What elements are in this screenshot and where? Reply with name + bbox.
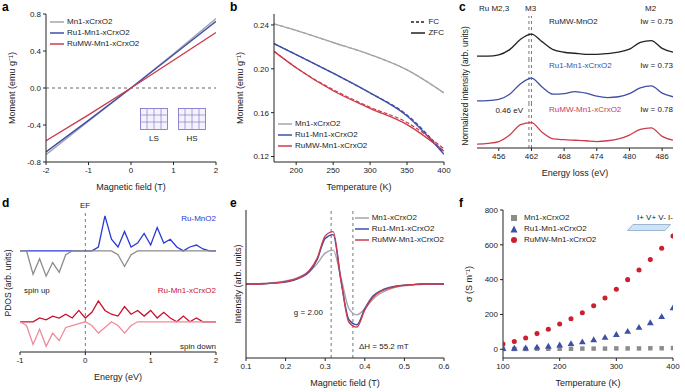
svg-text:486: 486 — [655, 152, 669, 161]
svg-text:0.20: 0.20 — [253, 65, 269, 74]
svg-text:200: 200 — [485, 310, 499, 319]
svg-text:0: 0 — [494, 345, 499, 354]
svg-text:Energy (eV): Energy (eV) — [94, 372, 142, 382]
html-text:M2: M2 — [645, 4, 657, 13]
svg-text:100: 100 — [496, 362, 510, 371]
html-text:RuMW-Mn1-xCrxO2: RuMW-Mn1-xCrxO2 — [67, 39, 140, 48]
html-text:LS: LS — [149, 134, 159, 143]
svg-text:300: 300 — [363, 166, 377, 175]
html-text:FC: FC — [428, 17, 440, 26]
svg-text:Moment (emu g⁻¹): Moment (emu g⁻¹) — [7, 52, 17, 124]
svg-text:300: 300 — [610, 362, 624, 371]
svg-text:0.8: 0.8 — [30, 10, 42, 19]
svg-text:200: 200 — [553, 362, 567, 371]
svg-text:Moment (emu g⁻¹): Moment (emu g⁻¹) — [235, 52, 245, 124]
html-text:M3: M3 — [525, 4, 537, 13]
html-text:b: b — [230, 0, 238, 14]
html-text:RuMW-MnO2: RuMW-MnO2 — [549, 17, 598, 26]
html-text:EF: EF — [80, 201, 91, 210]
html-text:Ru1-Mn1-xCrxO2: Ru1-Mn1-xCrxO2 — [67, 28, 130, 37]
svg-text:200: 200 — [289, 166, 303, 175]
svg-text:0.12: 0.12 — [253, 152, 269, 161]
html-text:d: d — [2, 196, 10, 210]
svg-text:0.4: 0.4 — [30, 47, 42, 56]
svg-text:-1: -1 — [85, 166, 93, 175]
svg-text:Magnetic field (T): Magnetic field (T) — [96, 182, 166, 192]
svg-text:Normalized intensity (arb. uni: Normalized intensity (arb. units) — [460, 26, 470, 146]
html-text:Ru-Mn1-xCrxO2: Ru-Mn1-xCrxO2 — [157, 286, 216, 295]
html-text:Iw = 0.75: Iw = 0.75 — [640, 17, 673, 26]
svg-text:-0.4: -0.4 — [27, 121, 41, 130]
svg-text:0.6: 0.6 — [438, 362, 450, 371]
svg-text:Energy loss (eV): Energy loss (eV) — [542, 168, 609, 178]
html-text:g = 2.00: g = 2.00 — [293, 308, 323, 317]
svg-text:600: 600 — [485, 241, 499, 250]
html-text:RuMW-Mn1-xCrxO2: RuMW-Mn1-xCrxO2 — [371, 235, 444, 244]
svg-text:PDOS (arb. units): PDOS (arb. units) — [3, 249, 13, 316]
svg-text:Intensity (arb. units): Intensity (arb. units) — [233, 244, 243, 323]
svg-text:-1: -1 — [16, 356, 24, 365]
html-text:HS: HS — [186, 134, 198, 143]
html-text:I+ V+ V- I-: I+ V+ V- I- — [637, 213, 673, 222]
html-text:RuMW-Mn1-xCrxO2: RuMW-Mn1-xCrxO2 — [295, 141, 368, 150]
svg-text:σ (S m⁻¹): σ (S m⁻¹) — [464, 266, 474, 302]
svg-text:2: 2 — [214, 166, 219, 175]
svg-text:-2: -2 — [42, 166, 50, 175]
svg-text:0.16: 0.16 — [253, 109, 269, 118]
html-text:RuMW-Mn1-xCrxO2: RuMW-Mn1-xCrxO2 — [549, 105, 622, 114]
svg-text:250: 250 — [326, 166, 340, 175]
svg-text:0.24: 0.24 — [253, 21, 269, 30]
svg-text:1: 1 — [171, 166, 176, 175]
svg-text:350: 350 — [400, 166, 414, 175]
svg-text:0.4: 0.4 — [359, 362, 371, 371]
svg-text:2: 2 — [214, 356, 219, 365]
svg-text:-0.8: -0.8 — [27, 158, 41, 167]
svg-text:Temperature (K): Temperature (K) — [555, 378, 620, 388]
svg-text:468: 468 — [557, 152, 571, 161]
html-text:Ru-MnO2: Ru-MnO2 — [181, 214, 216, 223]
svg-text:462: 462 — [525, 152, 539, 161]
html-text:spin up: spin up — [24, 286, 50, 295]
svg-text:Magnetic field (T): Magnetic field (T) — [310, 378, 380, 388]
svg-text:1: 1 — [148, 356, 153, 365]
html-text:Iw = 0.78: Iw = 0.78 — [640, 105, 673, 114]
html-text:0.46 eV: 0.46 eV — [495, 106, 523, 115]
svg-text:Temperature (K): Temperature (K) — [326, 182, 391, 192]
html-text:f: f — [459, 196, 463, 210]
svg-text:0.5: 0.5 — [399, 362, 411, 371]
html-text:ΔH = 55.2 mT: ΔH = 55.2 mT — [359, 342, 409, 351]
html-text:Mn1-xCrxO2: Mn1-xCrxO2 — [371, 213, 417, 222]
svg-text:0.0: 0.0 — [30, 84, 42, 93]
html-text:e: e — [230, 196, 237, 210]
svg-text:400: 400 — [485, 275, 499, 284]
html-text:Mn1-xCrxO2: Mn1-xCrxO2 — [524, 213, 570, 222]
html-text:Ru1-Mn1-xCrxO2: Ru1-Mn1-xCrxO2 — [371, 224, 435, 233]
svg-text:480: 480 — [623, 152, 637, 161]
html-text:Ru M2,3: Ru M2,3 — [479, 4, 510, 13]
svg-text:0: 0 — [83, 356, 88, 365]
svg-text:0.2: 0.2 — [280, 362, 292, 371]
svg-text:456: 456 — [492, 152, 506, 161]
html-text:Ru1-Mn1-xCrxO2: Ru1-Mn1-xCrxO2 — [524, 224, 587, 233]
svg-text:400: 400 — [437, 166, 451, 175]
html-text:c: c — [459, 0, 466, 14]
html-text:Mn1-xCrxO2: Mn1-xCrxO2 — [295, 119, 341, 128]
svg-text:0.3: 0.3 — [320, 362, 332, 371]
svg-text:0.1: 0.1 — [240, 362, 252, 371]
html-text:Ru1-Mn1-xCrxO2: Ru1-Mn1-xCrxO2 — [549, 61, 612, 70]
html-text:RuMW-Mn1-xCrxO2: RuMW-Mn1-xCrxO2 — [524, 235, 597, 244]
html-text:Mn1-xCrxO2: Mn1-xCrxO2 — [67, 17, 113, 26]
html-text:a: a — [2, 0, 9, 14]
svg-text:800: 800 — [485, 206, 499, 215]
svg-text:0: 0 — [129, 166, 134, 175]
svg-text:474: 474 — [590, 152, 604, 161]
html-text:ZFC: ZFC — [428, 28, 444, 37]
html-text:Iw = 0.73: Iw = 0.73 — [640, 61, 673, 70]
svg-text:400: 400 — [666, 362, 680, 371]
html-text:spin down: spin down — [180, 342, 216, 351]
html-text:Ru1-Mn1-xCrxO2: Ru1-Mn1-xCrxO2 — [295, 130, 358, 139]
